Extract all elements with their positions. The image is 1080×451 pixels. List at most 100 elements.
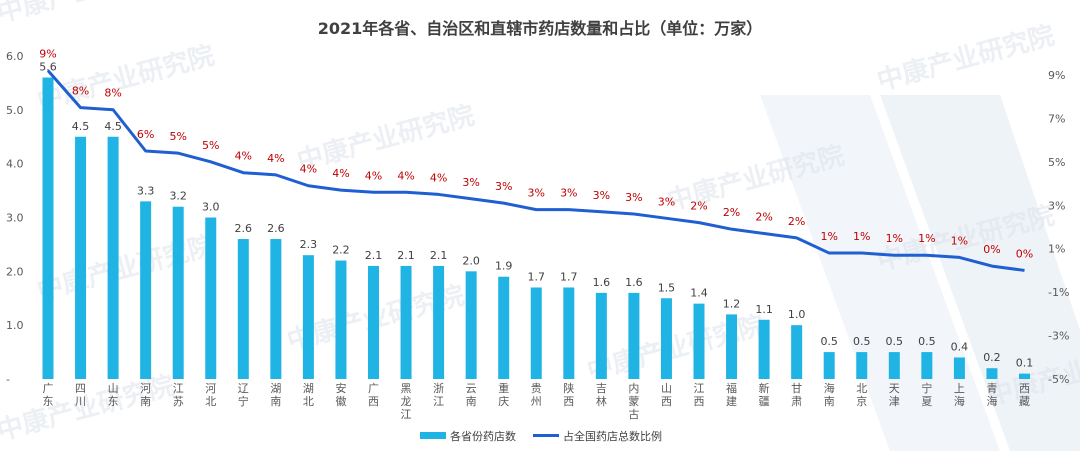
x-category-label: 吉林: [596, 382, 607, 408]
line-value-label: 1%: [951, 234, 968, 247]
x-category-label: 河北: [205, 382, 216, 408]
bar: [563, 287, 575, 379]
x-category-label: 安徽: [335, 381, 346, 408]
legend-bar-label: 各省份药店数: [450, 429, 516, 443]
line-value-label: 9%: [39, 48, 56, 61]
bar: [823, 352, 835, 379]
right-tick-label: 3%: [1048, 199, 1065, 212]
bar: [498, 276, 510, 379]
x-category-label: 北京: [856, 382, 867, 408]
x-category-label: 江西: [694, 382, 705, 408]
line-value-label: 1%: [820, 230, 837, 243]
line-path: [46, 69, 1025, 272]
bar: [172, 206, 184, 379]
bar-value-label: 1.2: [723, 297, 741, 310]
bar: [986, 368, 998, 379]
right-tick-label: -5%: [1048, 373, 1069, 386]
bar-value-label: 5.6: [39, 61, 57, 74]
watermark-text: 中康产业研究院: [34, 230, 218, 307]
bar-value-label: 3.3: [137, 184, 155, 197]
x-category-label: 陕西: [563, 381, 574, 408]
bar-value-label: 2.1: [365, 249, 383, 262]
x-category-label: 福建: [726, 381, 737, 408]
x-category-label: 贵州: [531, 382, 542, 408]
line-value-label: 4%: [235, 150, 252, 163]
line-value-label: 3%: [560, 187, 577, 200]
line-value-label: 8%: [72, 85, 89, 98]
watermark-text: 中康产业研究院: [0, 0, 178, 29]
x-category-label: 广西: [368, 382, 379, 408]
line-value-label: 3%: [528, 187, 545, 200]
bar-value-label: 1.6: [625, 276, 643, 289]
bar-value-label: 1.5: [658, 281, 676, 294]
bar-value-label: 2.3: [300, 238, 318, 251]
line-series: [46, 69, 1025, 272]
line-value-label: 1%: [886, 232, 903, 245]
bar-value-label: 2.1: [430, 249, 448, 262]
x-category-label: 黑龙江: [401, 382, 412, 421]
bar: [888, 352, 900, 379]
watermark-text: 中康产业研究院: [584, 310, 768, 387]
x-category-label: 新疆: [759, 381, 770, 408]
bar: [270, 239, 282, 379]
line-value-label: 3%: [625, 191, 642, 204]
right-tick-label: -1%: [1048, 286, 1069, 299]
bar-value-label: 4.5: [72, 120, 90, 133]
bar: [791, 325, 803, 379]
x-category-label: 山东: [108, 382, 119, 408]
x-category-label: 江苏: [173, 382, 184, 408]
line-value-labels: 9% 8% 8% 6% 5% 5% 4% 4% 4% 4% 4% 4% 4% 3% 3% 3% 3% 3% 3% 3%…: [39, 48, 1033, 261]
bar: [693, 303, 705, 379]
bar-value-label: 0.2: [983, 351, 1001, 364]
bar-value-label: 1.9: [495, 260, 513, 273]
bar-value-label: 2.0: [462, 254, 480, 267]
line-value-label: 2%: [723, 206, 740, 219]
bar: [75, 136, 87, 379]
x-category-label: 山西: [661, 382, 672, 408]
background-decoration: [760, 95, 1080, 451]
legend-bar-swatch: [420, 432, 446, 439]
x-category-label: 湖北: [303, 382, 314, 408]
bar-value-label: 2.6: [235, 222, 253, 235]
bar: [660, 298, 672, 379]
line-value-label: 4%: [397, 169, 414, 182]
x-category-label: 四川: [75, 382, 86, 408]
line-value-label: 4%: [430, 171, 447, 184]
watermark-text: 中康产业研究院: [294, 100, 478, 177]
line-value-label: 3%: [658, 195, 675, 208]
x-category-label: 西藏: [1019, 382, 1030, 408]
line-value-label: 3%: [593, 189, 610, 202]
x-category-label: 广东: [43, 382, 54, 408]
x-category-label: 甘肃: [791, 382, 802, 408]
bar-value-label: 3.0: [202, 201, 220, 214]
bar: [595, 292, 607, 379]
left-tick-label: 2.0: [6, 265, 24, 278]
bar-value-label: 1.4: [690, 287, 708, 300]
bar-value-label: 2.1: [397, 249, 415, 262]
bar-value-label: 3.2: [169, 190, 187, 203]
x-category-label: 河南: [140, 382, 151, 408]
watermark-text: 中康产业研究院: [34, 40, 218, 117]
bar: [921, 352, 933, 379]
x-category-label: 上海: [954, 382, 965, 408]
bar-value-label: 2.2: [332, 244, 350, 257]
bar: [1019, 373, 1030, 379]
bar: [433, 265, 445, 379]
right-tick-label: 5%: [1048, 156, 1065, 169]
bar-value-label: 0.5: [853, 335, 871, 348]
line-value-label: 2%: [788, 215, 805, 228]
bar-value-label: 0.4: [951, 340, 969, 353]
left-tick-label: 3.0: [6, 212, 24, 225]
left-tick-label: 4.0: [6, 158, 24, 171]
watermark-text: 中康产业研究院: [874, 20, 1058, 97]
left-tick-label: 1.0: [6, 319, 24, 332]
line-value-label: 3%: [462, 176, 479, 189]
left-tick-label: -: [6, 373, 10, 386]
right-tick-label: 1%: [1048, 243, 1065, 256]
bar: [42, 77, 54, 380]
x-category-label: 内蒙古: [628, 381, 639, 421]
x-category-label: 宁夏: [921, 381, 932, 408]
legend: 各省份药店数 占全国药店总数比例: [420, 429, 662, 443]
